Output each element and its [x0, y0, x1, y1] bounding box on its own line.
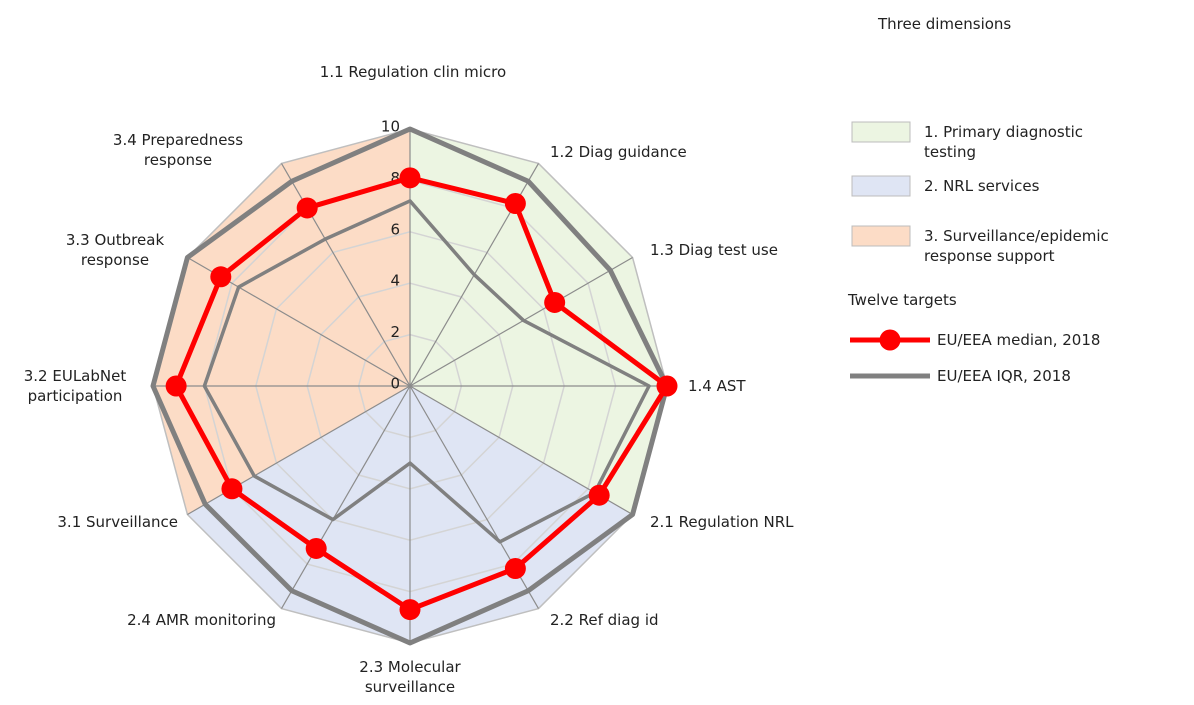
legend-label: 3. Surveillance/epidemic response suppor…: [924, 227, 1109, 265]
dimension-sector: [153, 129, 410, 515]
legend-label: 1. Primary diagnostic testing: [924, 123, 1084, 161]
legend-swatch: [851, 121, 911, 143]
median-marker: [588, 484, 610, 506]
category-label: 3.2 EULabNet participation: [23, 367, 127, 405]
legend-label: EU/EEA IQR, 2018: [937, 367, 1071, 385]
legend-marker: [879, 329, 901, 351]
category-label: 1.4 AST: [688, 377, 746, 395]
median-marker: [221, 478, 243, 500]
spoke: [409, 256, 633, 387]
dimension-sector: [410, 129, 667, 515]
median-marker: [504, 558, 526, 580]
category-label: 1.3 Diag test use: [650, 241, 778, 259]
category-label: 1.1 Regulation clin micro: [319, 63, 507, 81]
legend-swatch: [851, 175, 911, 197]
r-tick-label: 8: [390, 169, 400, 187]
category-label: 3.1 Surveillance: [57, 513, 178, 531]
category-label: 2.1 Regulation NRL: [650, 513, 794, 531]
r-tick-label: 2: [390, 323, 400, 341]
median-marker: [656, 375, 678, 397]
r-tick-label: 4: [390, 272, 400, 290]
median-marker: [210, 266, 232, 288]
category-label: 2.2 Ref diag id: [550, 611, 659, 629]
category-label: 2.3 Molecular surveillance: [359, 658, 461, 696]
category-label: 2.4 AMR monitoring: [127, 611, 276, 629]
median-marker: [305, 537, 327, 559]
median-marker: [296, 197, 318, 219]
iqr-lower-line: [202, 199, 651, 544]
spoke: [280, 385, 411, 609]
category-label: 3.3 Outbreak response: [65, 231, 165, 269]
category-label: 3.4 Preparedness response: [112, 131, 244, 169]
median-marker: [399, 167, 421, 189]
r-tick-label: 6: [390, 220, 400, 238]
series-legend-title: Twelve targets: [848, 291, 957, 309]
legend-title: Three dimensions: [878, 15, 1012, 33]
median-marker: [165, 375, 187, 397]
median-marker: [399, 599, 421, 621]
iqr-upper-line: [150, 126, 670, 646]
legend-label: 2. NRL services: [924, 177, 1040, 195]
legend-label: EU/EEA median, 2018: [937, 331, 1101, 349]
category-label: 1.2 Diag guidance: [550, 143, 687, 161]
r-tick-label: 10: [381, 118, 400, 136]
r-tick-label: 0: [390, 375, 400, 393]
legend-swatch: [851, 225, 911, 247]
median-marker: [544, 291, 566, 313]
median-marker: [504, 192, 526, 214]
